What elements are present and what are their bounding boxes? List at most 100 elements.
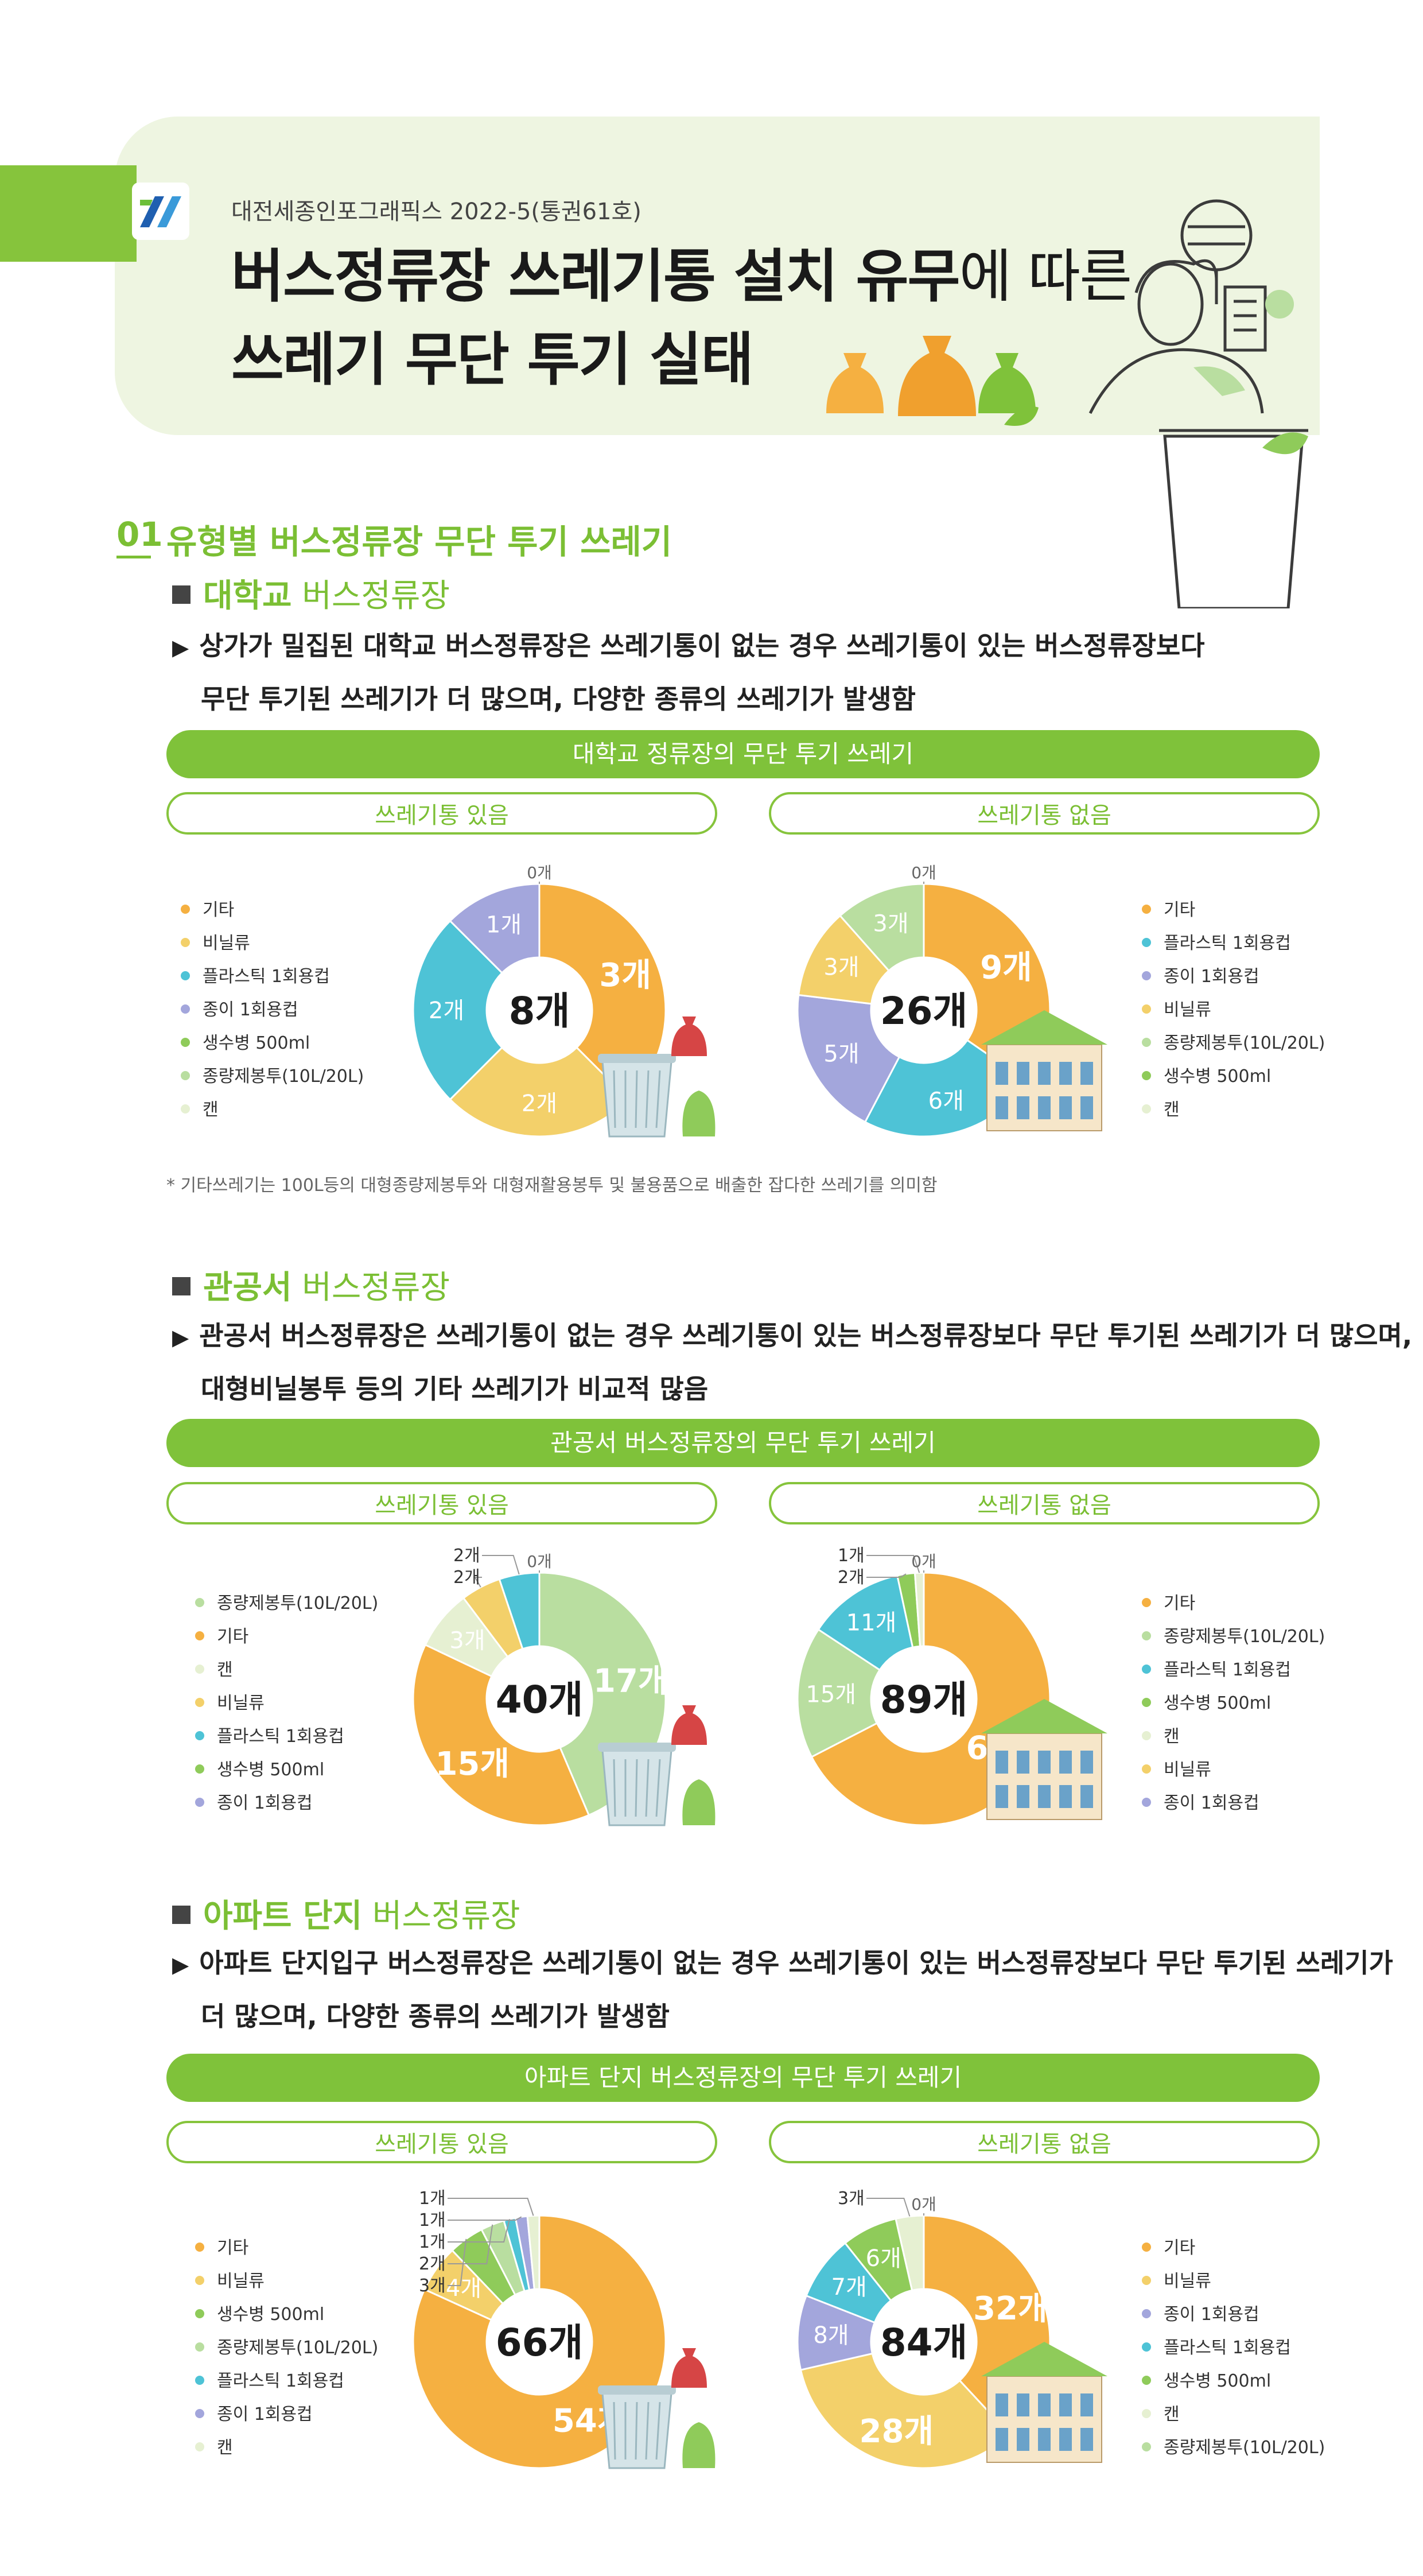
donut-hole <box>873 960 974 1061</box>
group2-heading: 관공서 버스정류장 <box>172 1262 450 1308</box>
legend-swatch <box>1142 1797 1151 1807</box>
legend-label: 생수병 500ml <box>1164 1066 1272 1087</box>
zero-value-label: 0개 <box>527 1552 552 1571</box>
legend-item: 캔 <box>195 1654 378 1687</box>
legend-swatch <box>195 1664 204 1674</box>
legend-item: 생수병 500ml <box>181 1027 364 1060</box>
donut-total-label: 84개 <box>880 2321 968 2365</box>
legend-label: 종이 1회용컵 <box>217 1793 313 1813</box>
legend-item: 종량제봉투(10L/20L) <box>1142 1027 1325 1060</box>
legend-label: 종이 1회용컵 <box>203 1000 298 1020</box>
group3-description: ▶ 아파트 단지입구 버스정류장은 쓰레기통이 없는 경우 쓰레기통이 있는 버스… <box>172 1947 1393 2032</box>
legend-label: 비닐류 <box>217 2271 265 2291</box>
legend-label: 종량제봉투(10L/20L) <box>1164 2438 1325 2458</box>
legend-item: 기타 <box>195 2232 378 2265</box>
slice-value-label: 9개 <box>980 949 1032 987</box>
legend-swatch <box>1142 904 1151 914</box>
legend-swatch <box>181 1070 190 1080</box>
page-title-thin: 에 따른 <box>959 243 1132 310</box>
donut-slice <box>449 1046 630 1138</box>
legend-swatch <box>195 2309 204 2318</box>
chart1-subtitle: 쓰레기통 없음 <box>769 792 1320 835</box>
legend-label: 종량제봉투(10L/20L) <box>1164 1033 1325 1053</box>
chart4-legend: 기타 비닐류 생수병 500ml 종량제봉투(10L/20L) 플라스틱 1회용컵 종이 … <box>195 2232 378 2465</box>
legend-item: 종이 1회용컵 <box>181 994 364 1027</box>
legend-label: 종이 1회용컵 <box>217 2404 313 2424</box>
donut-hole <box>489 1648 590 1749</box>
legend-swatch <box>1142 1631 1151 1640</box>
legend-item: 비닐류 <box>195 1687 378 1720</box>
legend-item: 생수병 500ml <box>1142 1687 1325 1720</box>
legend-swatch <box>1142 2375 1151 2385</box>
donut-slice <box>838 883 925 972</box>
slice-value-label: 3개 <box>823 955 859 981</box>
legend-item: 종이 1회용컵 <box>1142 2298 1325 2331</box>
zero-value-label: 0개 <box>527 863 552 882</box>
donut-hole <box>873 2291 974 2392</box>
zero-value-label: 0개 <box>911 1552 936 1571</box>
legend-swatch <box>1142 1104 1151 1114</box>
legend-item: 플라스틱 1회용컵 <box>195 1720 378 1753</box>
legend-label: 플라스틱 1회용컵 <box>203 967 330 987</box>
legend-item: 캔 <box>1142 1720 1325 1753</box>
legend-swatch <box>181 971 190 980</box>
legend-swatch <box>1142 1070 1151 1080</box>
legend-swatch <box>195 1631 204 1640</box>
footnote: * 기타쓰레기는 100L등의 대형종량제봉투와 대형재활용봉투 및 불용품으로… <box>166 1176 938 1196</box>
legend-swatch <box>195 1597 204 1607</box>
legend-swatch <box>1142 2342 1151 2352</box>
donut-slice <box>526 2214 541 2291</box>
section-title: 유형별 버스정류장 무단 투기 쓰레기 <box>166 522 672 561</box>
legend-swatch <box>1142 1664 1151 1674</box>
legend-label: 생수병 500ml <box>217 1760 325 1780</box>
legend-swatch <box>181 1104 190 1114</box>
legend-swatch <box>195 2275 204 2285</box>
slice-value-label: 8개 <box>813 2322 849 2349</box>
legend-item: 종이 1회용컵 <box>1142 960 1325 994</box>
legend-swatch <box>195 2375 204 2385</box>
group2-description: ▶ 관공서 버스정류장은 쓰레기통이 없는 경우 쓰레기통이 있는 버스정류장보다… <box>172 1320 1413 1405</box>
building-icon <box>981 1010 1107 1131</box>
legend-label: 캔 <box>217 2438 233 2458</box>
legend-label: 생수병 500ml <box>1164 1693 1272 1713</box>
group3-heading: 아파트 단지 버스정류장 <box>172 1890 520 1937</box>
legend-swatch <box>1142 2309 1151 2318</box>
chart3-subtitle: 쓰레기통 없음 <box>769 1482 1320 1524</box>
slice-value-label: 2개 <box>453 1546 480 1566</box>
legend-item: 캔 <box>195 2431 378 2465</box>
chart3-donut: 60개15개11개1개2개0개89개 <box>796 1546 1107 1826</box>
chart5-subtitle: 쓰레기통 없음 <box>769 2121 1320 2163</box>
publisher-logo-icon <box>132 183 189 240</box>
slice-value-label: 2개 <box>429 998 464 1024</box>
legend-item: 종이 1회용컵 <box>195 2398 378 2431</box>
donut-hole <box>489 2291 590 2392</box>
legend-swatch <box>181 937 190 947</box>
slice-value-label: 2개 <box>419 2254 446 2274</box>
legend-label: 기타 <box>1164 2238 1196 2258</box>
slice-value-label: 2개 <box>453 1568 480 1588</box>
legend-swatch <box>195 1797 204 1807</box>
slice-value-label: 32개 <box>973 2290 1047 2327</box>
legend-label: 캔 <box>203 1100 219 1120</box>
legend-label: 비닐류 <box>203 933 250 953</box>
callout-line <box>482 1555 520 1575</box>
donut-slice <box>412 920 504 1101</box>
chart4-subtitle: 쓰레기통 있음 <box>166 2121 717 2163</box>
legend-label: 종량제봉투(10L/20L) <box>217 2338 379 2358</box>
donut-slice <box>895 2214 925 2292</box>
donut-slice <box>449 883 541 975</box>
legend-item: 기타 <box>195 1620 378 1654</box>
legend-swatch <box>1142 1597 1151 1607</box>
legend-item: 생수병 500ml <box>195 1753 378 1787</box>
slice-value-label: 2개 <box>838 1568 865 1588</box>
legend-item: 플라스틱 1회용컵 <box>1142 2331 1325 2365</box>
callout-line <box>448 2239 467 2286</box>
legend-item: 기타 <box>1142 894 1325 927</box>
slice-value-label: 17개 <box>593 1663 667 1700</box>
legend-label: 비닐류 <box>1164 1760 1211 1780</box>
legend-label: 생수병 500ml <box>1164 2371 1272 2391</box>
group3-title-bar: 아파트 단지 버스정류장의 무단 투기 쓰레기 <box>166 2054 1320 2102</box>
legend-item: 비닐류 <box>1142 994 1325 1027</box>
donut-total-label: 66개 <box>496 2321 584 2365</box>
